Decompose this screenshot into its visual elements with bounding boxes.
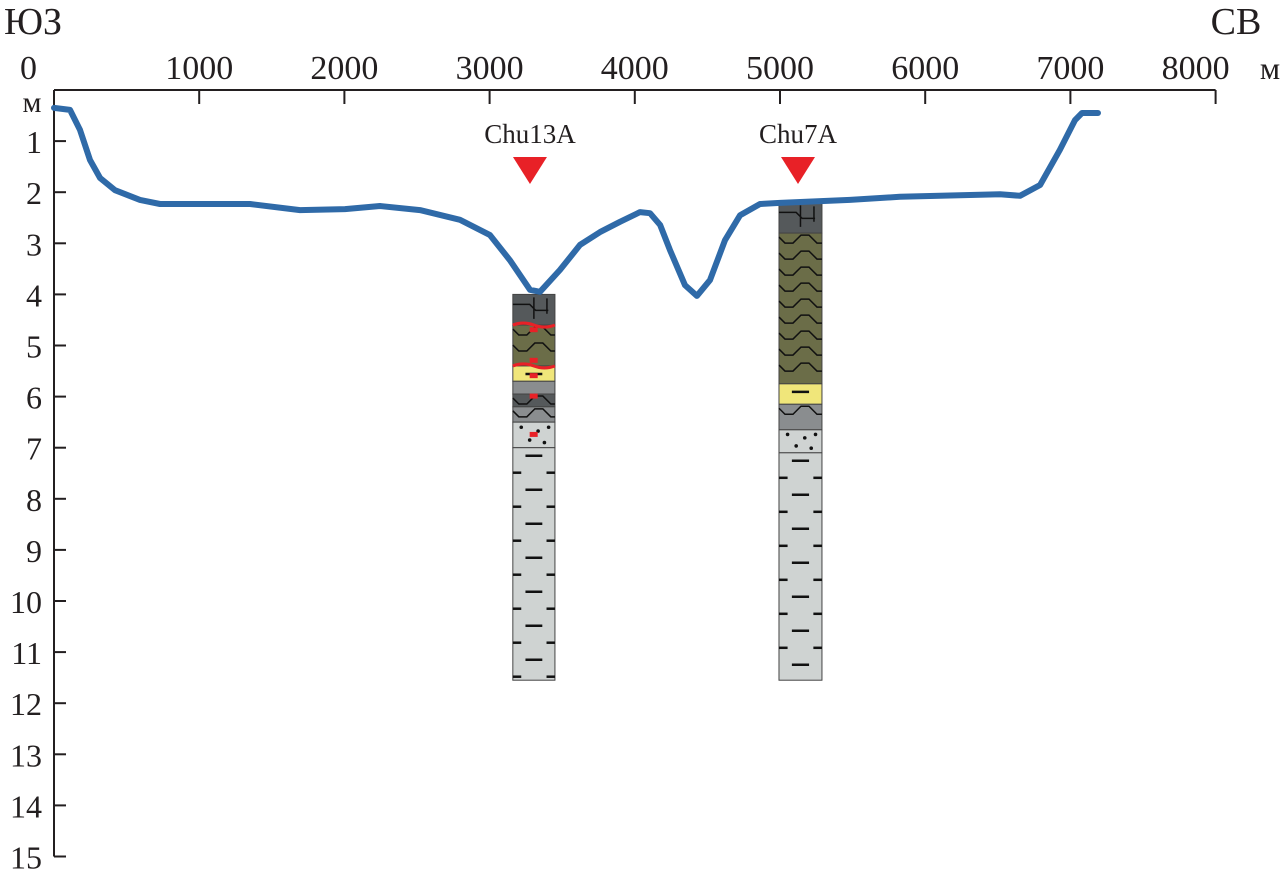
- sample-mark: [529, 431, 538, 437]
- layer-pattern-dot: [802, 436, 807, 440]
- layer-pattern-wave: [778, 234, 822, 244]
- borehole-marker-triangle: [781, 157, 816, 184]
- y-tick-label: 7: [26, 431, 42, 467]
- layer-pattern-wave: [778, 405, 822, 416]
- layer-pattern-dot: [546, 425, 551, 430]
- y-tick-label: 10: [10, 584, 42, 620]
- layer-pattern-dot: [527, 438, 532, 442]
- layer-pattern-wave: [512, 342, 555, 352]
- y-tick-label: 14: [10, 788, 42, 824]
- layer-pattern-wave: [512, 408, 555, 418]
- layer-boundary: [512, 321, 556, 329]
- layer: [778, 452, 823, 681]
- y-tick-label: 15: [10, 840, 42, 876]
- layer-pattern-wave: [778, 314, 822, 324]
- layer-pattern-wave: [778, 346, 822, 356]
- x-tick-label: 4000: [601, 50, 669, 87]
- y-tick-label: 6: [26, 380, 42, 416]
- y-tick-label: 9: [26, 533, 42, 569]
- layer-pattern-wave: [778, 330, 822, 340]
- y-tick-label: 12: [10, 686, 42, 722]
- layer: [512, 447, 556, 681]
- y-tick-label: 2: [26, 175, 42, 211]
- layer: [778, 403, 823, 431]
- x-tick-label: 3000: [456, 50, 524, 87]
- corner-label-left: ЮЗ: [4, 1, 62, 43]
- sample-mark: [529, 327, 538, 333]
- layer-pattern-dot: [794, 444, 798, 448]
- profile-line: [51, 104, 1101, 299]
- x-tick-label: 0: [20, 50, 37, 87]
- y-tick-label: 1: [26, 124, 42, 160]
- y-tick-label: 8: [26, 482, 42, 518]
- layer: [512, 380, 556, 395]
- layer: [778, 232, 823, 385]
- sample-mark: [529, 373, 538, 379]
- y-unit-label: м: [23, 86, 42, 119]
- layer-pattern-wave: [778, 266, 822, 276]
- layer-pattern-block: [512, 297, 549, 319]
- borehole-label: Chu7A: [759, 119, 838, 149]
- layer-pattern-dot: [542, 440, 547, 445]
- y-tick-label: 11: [11, 635, 42, 671]
- borehole-label: Chu13A: [484, 119, 576, 149]
- x-tick-label: 6000: [891, 50, 959, 87]
- y-tick-label: 4: [26, 277, 42, 313]
- x-tick-label: 7000: [1036, 50, 1104, 87]
- sample-mark: [529, 357, 538, 363]
- y-tick-label: 3: [26, 226, 42, 262]
- x-tick-label: 1000: [165, 50, 233, 87]
- y-tick-label: 13: [10, 737, 42, 773]
- layer-boundary: [512, 362, 556, 370]
- layer-pattern-wave: [512, 326, 555, 336]
- layer: [778, 383, 823, 405]
- borehole-marker-triangle: [512, 157, 547, 184]
- borehole-column-Chu13A: [512, 293, 556, 681]
- layer-pattern-wave: [778, 250, 822, 260]
- layer-pattern-wave: [778, 362, 822, 372]
- borehole-column-Chu7A: [778, 201, 823, 681]
- layer-pattern-dot: [809, 446, 814, 451]
- layer-pattern-wave: [778, 282, 822, 292]
- layer-pattern-block: [778, 205, 816, 227]
- layer-pattern-dot: [813, 432, 818, 437]
- y-tick-label: 5: [26, 329, 42, 365]
- x-unit-label: м: [1260, 50, 1280, 86]
- corner-label-right: СВ: [1211, 1, 1262, 43]
- x-tick-label: 5000: [746, 50, 814, 87]
- x-tick-label: 8000: [1162, 50, 1230, 87]
- layer-pattern-dot: [519, 425, 524, 430]
- x-tick-label: 2000: [310, 50, 378, 87]
- sample-mark: [529, 393, 538, 399]
- layer-pattern-dot: [785, 432, 790, 437]
- layer-pattern-wave: [778, 298, 822, 308]
